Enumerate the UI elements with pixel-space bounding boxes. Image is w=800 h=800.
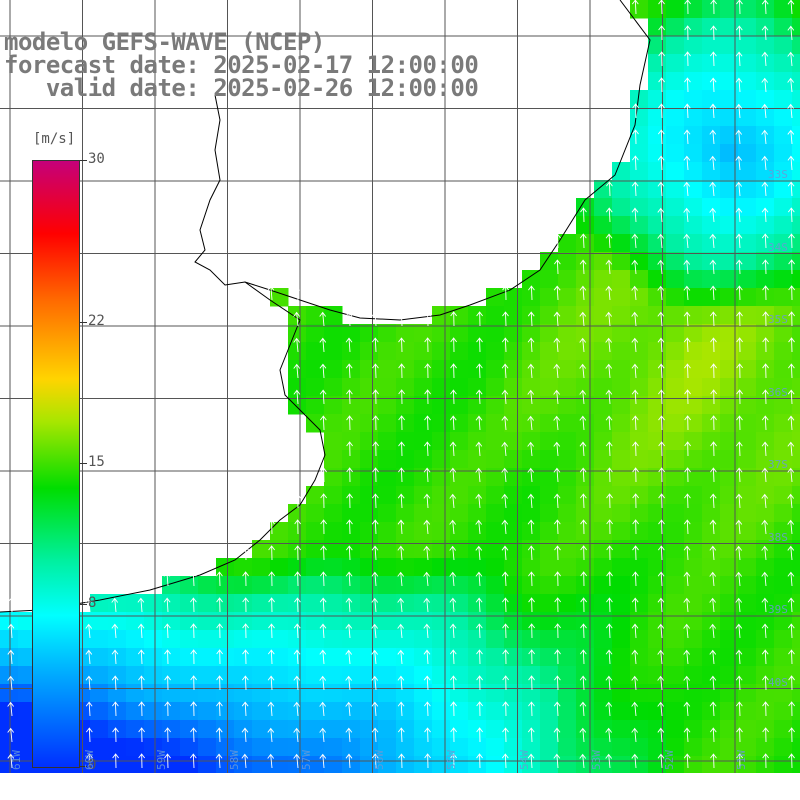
latitude-label: 34S (768, 240, 788, 254)
latitude-label: 40S (768, 675, 788, 689)
colorbar-tick-label: 22 (88, 312, 105, 329)
colorbar-tick-label: 15 (88, 454, 105, 470)
wind-speed-cells (0, 0, 800, 773)
colorbar-tick (79, 160, 87, 161)
longitude-label: 60W (82, 750, 96, 770)
longitude-label: 54W (517, 750, 531, 770)
latitude-label: 35S (768, 313, 788, 326)
colorbar-tick (79, 321, 87, 323)
longitude-label: 56W (372, 750, 386, 770)
coastline (0, 0, 651, 613)
longitude-label: 51W (735, 750, 748, 770)
colorbar-unit-label: [m/s] (33, 131, 76, 147)
wind-field-map (0, 0, 800, 773)
latitude-label: 38S (768, 530, 788, 544)
longitude-label: 61W (10, 750, 23, 770)
map-panel (0, 0, 800, 773)
longitude-label: 52W (662, 750, 676, 770)
longitude-label: 53W (590, 750, 603, 770)
colorbar-tick-label: 8 (88, 595, 97, 612)
longitude-label: 55W (445, 750, 458, 770)
colorbar-tick-label: 30 (88, 151, 105, 167)
model-title: modelo GEFS-WAVE (NCEP) (4, 28, 325, 56)
longitude-label: 58W (227, 750, 241, 770)
wind-arrows (7, 0, 796, 769)
latitude-label: 36S (768, 385, 788, 399)
forecast-date: forecast date: 2025-02-17 12:00:00 (4, 51, 479, 79)
latitude-label: 39S (768, 603, 788, 616)
longitude-label: 59W (155, 750, 168, 770)
colorbar-tick (79, 463, 87, 464)
lat-lon-grid (0, 0, 800, 773)
valid-date: valid date: 2025-02-26 12:00:00 (4, 74, 479, 102)
colorbar-tick (79, 604, 87, 606)
latitude-label: 33S (768, 168, 788, 181)
latitude-label: 37S (768, 458, 788, 471)
colorbar-tick-label: 0 (88, 757, 97, 773)
colorbar-tick (79, 766, 87, 767)
colorbar (32, 160, 80, 768)
longitude-label: 57W (300, 750, 313, 770)
